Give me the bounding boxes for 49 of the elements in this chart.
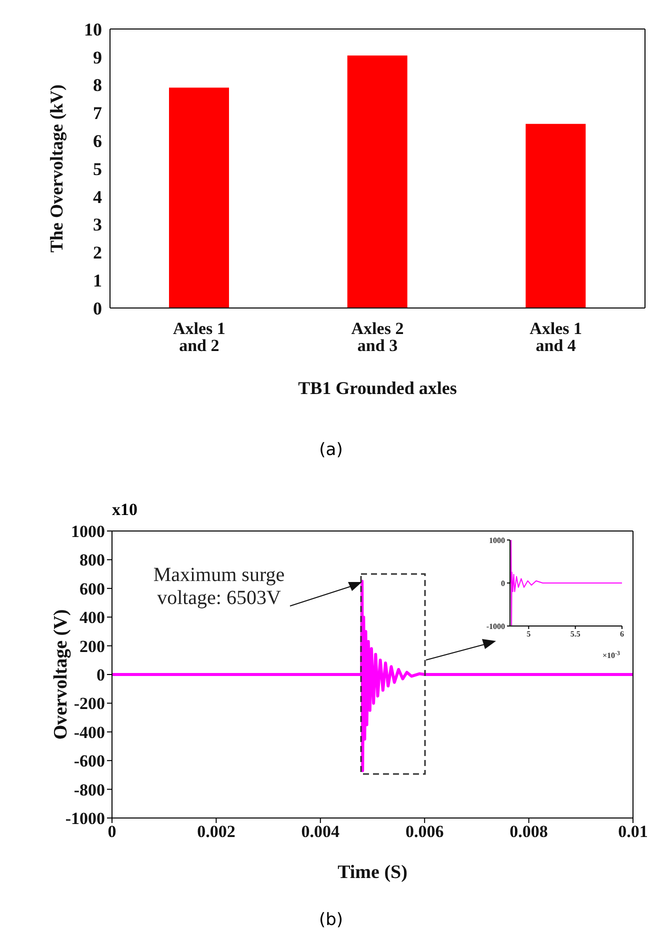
x-tick-label: 0.004	[301, 822, 340, 842]
y-tick-label: -200	[74, 694, 105, 714]
x-tick-label: 0.002	[197, 822, 236, 842]
y-tick-label: -1000	[65, 809, 105, 828]
y-tick-label: 9	[93, 47, 102, 68]
y-tick-label: 0	[93, 298, 102, 318]
y-tick-label: 1000	[71, 522, 105, 542]
bar	[526, 124, 586, 308]
y-tick-label: 600	[80, 579, 105, 598]
y-tick-label: 8	[93, 75, 102, 96]
bar	[347, 56, 408, 308]
y-tick-label: -1000	[486, 622, 505, 631]
x-tick-label: 0.006	[405, 822, 444, 842]
y-tick-label: 1000	[489, 536, 505, 545]
y-tick-label: 5	[93, 158, 102, 179]
y-tick-label: 7	[93, 103, 102, 124]
y-tick-label: 3	[93, 214, 102, 235]
x-tick-label: Axles 1 and 2	[172, 319, 226, 356]
x-axis-title: ×10$^{-3}$	[602, 651, 620, 660]
y-tick-label: 4	[93, 186, 102, 207]
y-tick-label: 10	[84, 19, 102, 40]
line-series	[510, 540, 622, 626]
text: (b)	[318, 910, 344, 930]
y-tick-label: 6	[93, 130, 102, 151]
y-tick-label: 400	[80, 608, 105, 628]
x-tick-label: 6	[620, 630, 624, 639]
x-tick-label: 0.01	[618, 822, 648, 842]
y-tick-label: -400	[74, 722, 105, 742]
y-tick-label: 200	[80, 636, 105, 656]
annotation: Maximum surge voltage: 6503V	[152, 564, 286, 610]
bar	[169, 88, 229, 308]
y-axis-title: The Overvoltage (kV)	[46, 84, 66, 252]
y-tick-label: 0	[96, 666, 105, 685]
y-tick-label: -600	[74, 752, 105, 771]
y-tick-label: 1	[93, 270, 102, 290]
y-tick-label: 0	[501, 578, 505, 588]
x-axis-title: Time (S)	[338, 862, 408, 883]
y-axis-title: Overvoltage (V)	[50, 609, 72, 740]
y-tick-label: -800	[74, 780, 105, 800]
y-tick-label: 2	[93, 242, 102, 263]
x-axis-title: TB1 Grounded axles	[298, 378, 457, 398]
x-tick-label: 5	[526, 630, 531, 639]
x-tick-label: 5.5	[570, 630, 580, 639]
x-tick-label: Axles 1 and 4	[530, 319, 582, 356]
x-tick-label: 0.008	[510, 822, 548, 842]
text: x10	[112, 500, 138, 520]
text: (a)	[318, 440, 344, 460]
y-tick-label: 800	[80, 550, 105, 570]
x-tick-label: Axles 2 and 3	[351, 319, 404, 356]
